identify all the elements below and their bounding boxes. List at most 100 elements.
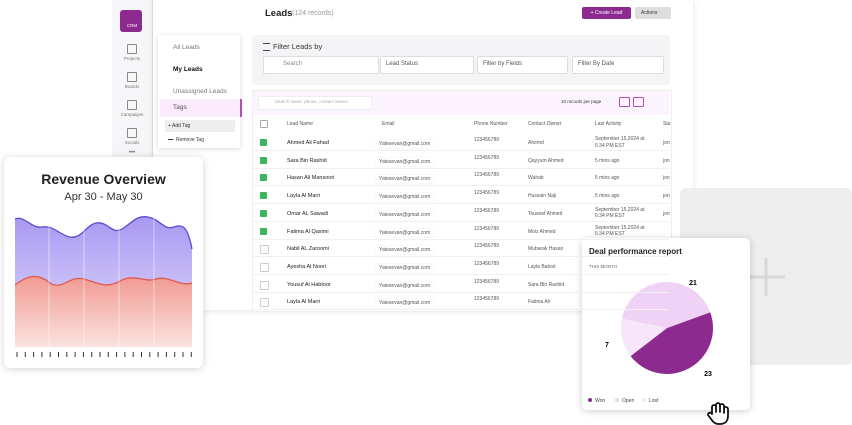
row-checkbox[interactable] <box>260 280 269 290</box>
column-header[interactable]: Last Activity <box>595 121 622 127</box>
filter-field[interactable]: Filter by Fields <box>483 61 523 67</box>
nav-label[interactable]: Projects <box>123 56 141 61</box>
menu-remove-tag[interactable]: Remove Tag <box>176 137 204 143</box>
deal-subtitle: THIS MONTH <box>589 264 617 269</box>
column-header[interactable]: Phone Number <box>474 121 508 127</box>
cell: Ahmed Ali Fahad <box>287 140 329 146</box>
filter-field[interactable]: Lead Status <box>386 61 419 67</box>
icon-btn[interactable] <box>619 97 630 107</box>
legend-label: Lost <box>649 398 659 404</box>
row-checkbox[interactable] <box>260 192 267 200</box>
cell: Fatima Ali <box>528 299 550 306</box>
cell: jon <box>663 140 670 146</box>
menu-item[interactable]: My Leads <box>173 66 203 73</box>
row-checkbox[interactable] <box>260 139 267 146</box>
filter-field[interactable]: Filter By Date <box>578 61 615 67</box>
nav-icon <box>127 100 137 110</box>
row-checkbox[interactable] <box>260 156 267 164</box>
cell: September 15,2024 at 6:34 PM EST <box>595 224 645 238</box>
cell: jon <box>663 157 670 164</box>
cell: Yatesevan@gmail.com <box>376 299 434 308</box>
nav-label[interactable]: Boards <box>124 84 140 89</box>
crm-icon <box>120 10 142 32</box>
pie-label: 7 <box>605 342 609 349</box>
legend-dot <box>615 398 619 402</box>
pie-slice <box>630 312 713 374</box>
row-checkbox[interactable] <box>260 174 267 182</box>
filter-search: Search <box>283 61 303 67</box>
nav-label[interactable]: Campaigns <box>120 112 144 117</box>
column-header[interactable]: Lead Name <box>287 121 313 127</box>
row-checkbox[interactable] <box>260 209 267 217</box>
nav-label[interactable]: CRM <box>126 23 138 28</box>
row-divider <box>253 167 669 169</box>
plus-icon <box>747 258 785 296</box>
cell: jon <box>663 193 670 200</box>
cell: Ayesha Al Noori <box>287 263 327 270</box>
create-button[interactable]: + Create Lead <box>582 7 631 19</box>
pie-label: 23 <box>704 371 712 378</box>
cell: 5 mins ago <box>595 175 620 182</box>
cell: Yatesevan@gmail.com <box>376 140 434 148</box>
menu-tags[interactable]: Tags <box>173 104 187 111</box>
cell: 5 mins ago <box>595 157 620 164</box>
cell: Sara Bin Rashid <box>287 157 327 164</box>
cell: Moiz Ahmed <box>528 228 556 235</box>
menu-item[interactable]: Unassigned Leads <box>173 88 227 95</box>
revenue-chart <box>14 207 193 357</box>
row-divider <box>253 220 669 222</box>
row-divider <box>253 150 669 151</box>
icon-btn[interactable] <box>633 97 644 107</box>
cell: Yatesevan@gmail.com <box>376 246 434 255</box>
actions-button[interactable]: Actions <box>635 7 671 19</box>
page-title: Leads <box>265 8 293 19</box>
nav-label[interactable]: Socials <box>124 140 140 145</box>
filter-box[interactable] <box>263 56 379 74</box>
add-tag-row <box>165 120 235 132</box>
cell: Yatesevan@gmail.com <box>376 175 434 184</box>
filter-box[interactable] <box>380 56 474 74</box>
cell: September 15,2024 at 6:34 PM EST <box>595 136 645 149</box>
menu-add-tag[interactable]: + Add Tag <box>168 123 191 129</box>
remove-dash <box>168 139 173 140</box>
cell: 123456789 <box>474 207 500 214</box>
filter-box[interactable] <box>572 56 664 74</box>
row-divider <box>253 203 669 205</box>
cell: Yatesevan@gmail.com <box>376 228 434 237</box>
cell: 123456789 <box>474 225 500 232</box>
tags-row <box>160 99 242 117</box>
nav-icon <box>127 44 137 54</box>
cell: 123456789 <box>474 190 500 197</box>
cell: 123456789 <box>474 243 500 250</box>
column-header[interactable]: Sta <box>663 121 671 127</box>
cell: Yatesevan@gmail.com <box>376 263 434 272</box>
legend-dot <box>588 398 592 402</box>
row-divider <box>253 309 669 311</box>
row-checkbox[interactable] <box>260 298 269 308</box>
legend-dot <box>642 398 646 402</box>
revenue-card: Revenue Overview Apr 30 - May 30 <box>4 157 203 368</box>
cell: 123456789 <box>474 172 500 179</box>
menu-item[interactable]: All Leads <box>173 44 200 51</box>
row-checkbox[interactable] <box>260 262 269 272</box>
nav-icon <box>127 72 137 82</box>
revenue-range: Apr 30 - May 30 <box>64 191 143 203</box>
column-header[interactable]: Email <box>382 121 395 127</box>
cell: Wahab <box>528 175 544 182</box>
cell: 123456789 <box>474 260 500 267</box>
row-checkbox[interactable] <box>260 227 267 235</box>
cell: Omar AL Sawadi <box>287 210 329 217</box>
row-checkbox[interactable] <box>260 245 269 255</box>
filter-box[interactable] <box>477 56 568 74</box>
cell: Touseef Ahmed <box>528 210 563 217</box>
cell: 123456789 <box>474 154 500 161</box>
column-header[interactable]: Contact Owner <box>528 121 562 127</box>
hand-cursor <box>707 402 729 425</box>
pie-chart: 23 7 21 Won Open Lost <box>588 280 713 404</box>
cell: Yatesevan@gmail.com <box>376 281 434 290</box>
per-page[interactable]: 10 records per page <box>561 99 602 104</box>
cell: Yatesevan@gmail.com <box>376 193 434 202</box>
cell: Ahemd <box>528 140 544 146</box>
row-divider <box>253 273 669 275</box>
